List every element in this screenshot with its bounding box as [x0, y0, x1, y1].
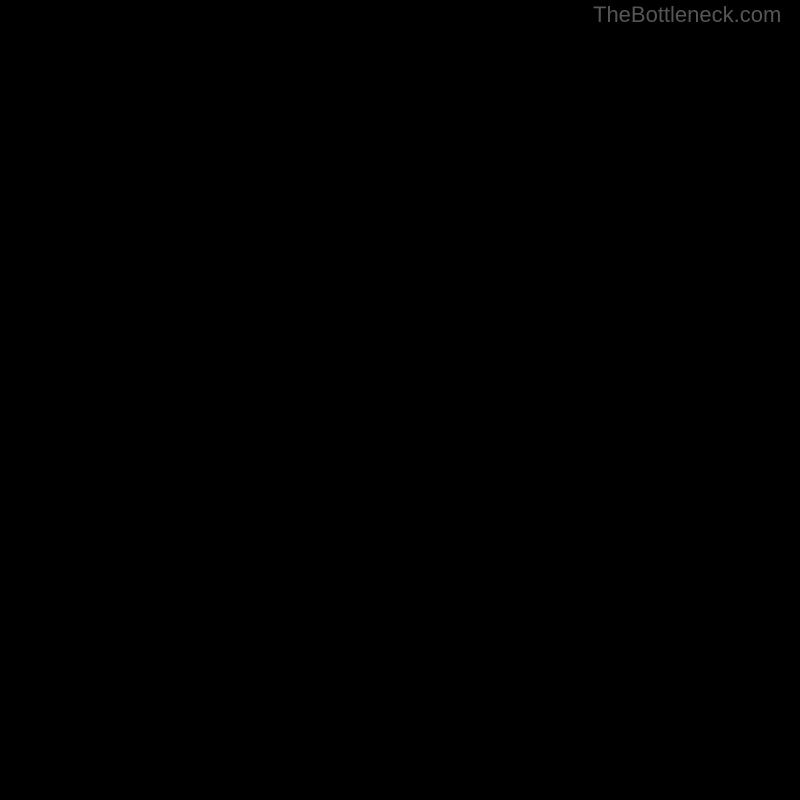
outer-frame	[0, 0, 800, 800]
watermark-text: TheBottleneck.com	[593, 2, 781, 28]
